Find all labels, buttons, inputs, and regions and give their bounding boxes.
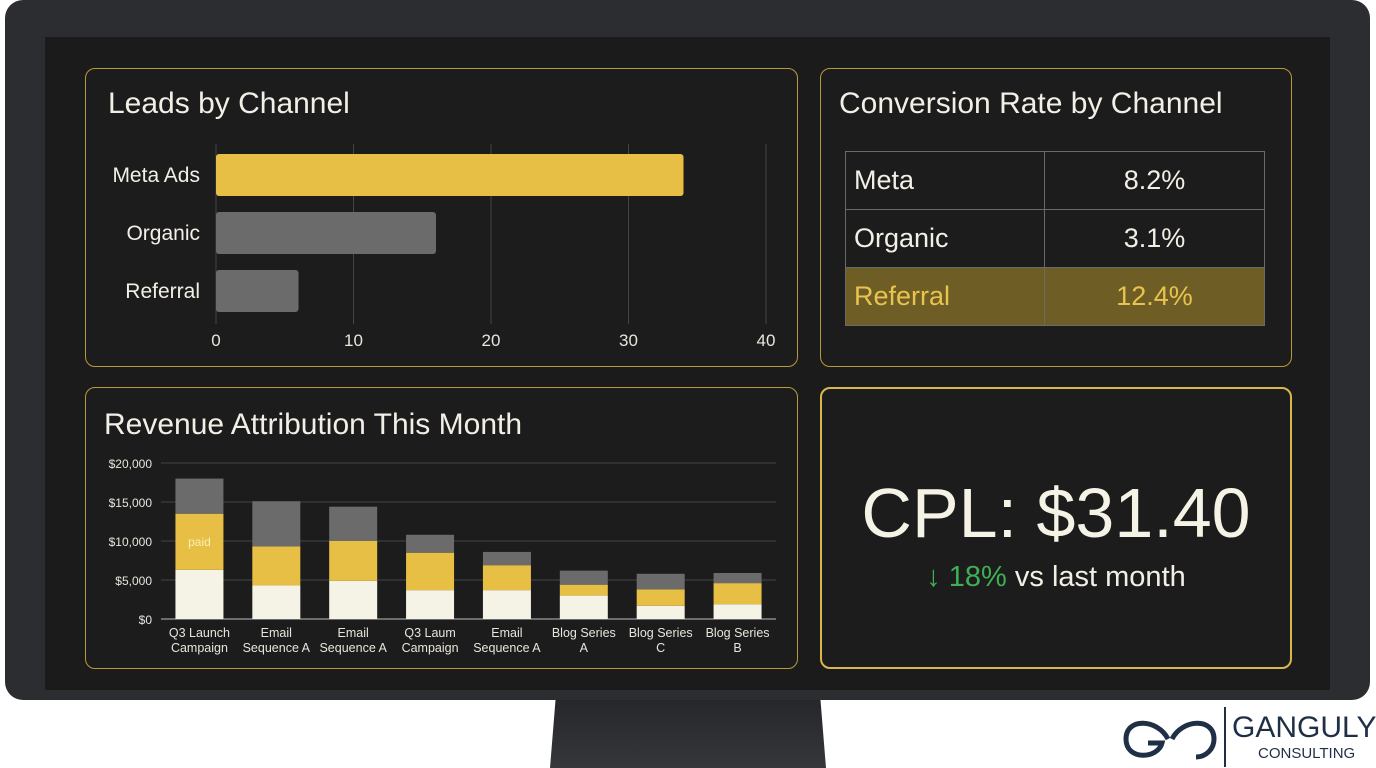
x-tick-label: Email [261,626,292,640]
bar [216,270,299,312]
x-tick-label: Q3 Laum [404,626,455,640]
bar-segment [175,478,224,514]
y-tick-label: $10,000 [109,535,153,549]
category-label: Organic [126,222,200,245]
x-tick-label: 20 [482,331,501,350]
x-tick-label: Blog Series [552,626,616,640]
x-tick-label: Blog Series [706,626,770,640]
infinity-logo-icon [1123,720,1217,760]
x-tick-label: Sequence A [319,641,387,655]
x-tick-label: 40 [757,331,776,350]
cpl-value: CPL: $31.40 [861,474,1251,552]
rate-cell: 3.1% [1044,209,1265,268]
revenue-panel: Revenue Attribution This Month $0 $5,000 $… [85,387,798,669]
bar-segment [713,604,762,619]
company-logo: GANGULY CONSULTING [1120,705,1376,768]
logo-sub: CONSULTING [1258,745,1356,762]
x-tick-label: Sequence A [473,641,541,655]
y-tick-label: $5,000 [115,574,152,588]
table-row: Organic 3.1% [845,209,1265,268]
cpl-change-suffix: vs last month [1014,561,1186,593]
bar-segment [329,506,378,541]
x-tick-label: Email [338,626,369,640]
y-tick-label: $20,000 [109,457,153,471]
logo-name: GANGULY [1232,711,1376,744]
bar-segment [559,570,608,585]
bar-segment [252,585,301,619]
leads-title: Leads by Channel [108,87,350,120]
bar-segment [482,565,531,591]
x-tick-label: Campaign [402,641,459,655]
bar [216,212,436,254]
monitor-stand [550,700,826,768]
bar-segment [713,572,762,584]
bar-segment [175,569,224,619]
channel-cell: Referral [845,267,1045,326]
bar-segment [252,546,301,586]
channel-cell: Meta [845,151,1045,210]
conversion-table: Meta 8.2% Organic 3.1% Referral 12.4% [845,151,1265,326]
revenue-title: Revenue Attribution This Month [104,408,523,441]
bar-segment [329,580,378,619]
conversion-panel: Conversion Rate by Channel Meta 8.2% Orga… [820,68,1292,367]
x-tick-label: Campaign [171,641,228,655]
x-tick-label: A [580,641,589,655]
cpl-panel: CPL: $31.40 ↓ 18% vs last month [820,387,1292,669]
x-tick-label: 30 [619,331,638,350]
x-tick-label: C [656,641,665,655]
category-label: Referral [125,280,200,303]
bar-segment [636,605,685,619]
x-tick-label: Blog Series [629,626,693,640]
conversion-title: Conversion Rate by Channel [839,87,1223,120]
bar-segment [482,551,531,566]
y-tick-label: $0 [139,613,153,627]
category-label: Meta Ads [112,164,200,187]
y-tick-label: $15,000 [109,496,153,510]
bar-segment [329,541,378,581]
leads-panel: Leads by Channel 0 10 20 30 40 Meta Ads Organi… [85,68,798,367]
bar-segment [406,590,455,619]
bar-segment [175,513,224,570]
bar-segment [713,583,762,605]
x-tick-label: B [733,641,741,655]
bar [216,154,684,196]
arrow-down-icon: ↓ [926,561,941,593]
leads-chart: 0 10 20 30 40 Meta Ads Organic Referral [112,144,776,350]
bar-segment [559,595,608,619]
x-tick-label: Sequence A [243,641,311,655]
bar-segment [482,590,531,619]
rate-cell: 12.4% [1044,267,1265,326]
bar-annotation: paid [188,535,211,549]
x-tick-label: 10 [344,331,363,350]
bar-segment [636,573,685,590]
bar-segment [636,589,685,606]
bar-segment [559,584,608,596]
channel-cell: Organic [845,209,1045,268]
bar-segment [406,534,455,553]
logo-divider [1224,707,1226,767]
rate-cell: 8.2% [1044,151,1265,210]
table-row: Meta 8.2% [845,151,1265,210]
cpl-change-percent: 18% [948,561,1007,593]
bar-segment [252,501,301,547]
x-tick-label: Email [491,626,522,640]
cpl-change: ↓ 18% vs last month [822,561,1290,594]
bar-segment [406,552,455,591]
table-row-highlighted: Referral 12.4% [845,267,1265,326]
x-tick-label: Q3 Launch [169,626,230,640]
x-tick-label: 0 [211,331,220,350]
